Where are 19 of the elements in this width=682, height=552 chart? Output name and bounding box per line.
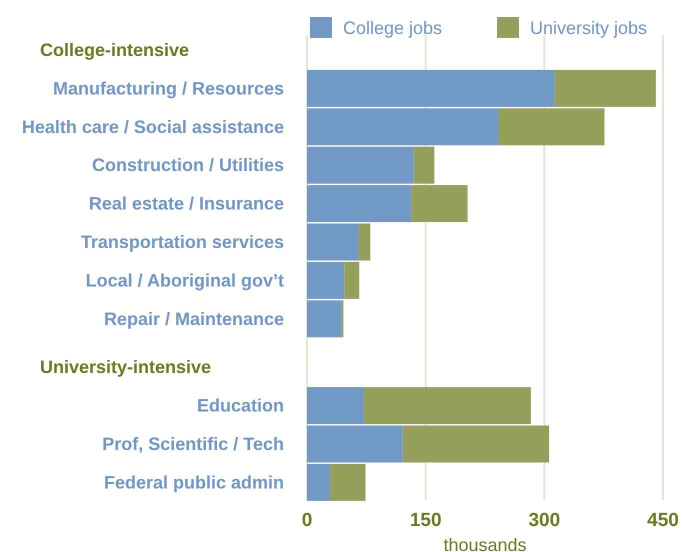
text: University-intensive (40, 357, 212, 378)
y-tick-label: Construction / Utilities (92, 155, 284, 176)
x-tick-label: 450 (647, 510, 679, 531)
x-tick-label: 150 (410, 510, 442, 531)
y-tick-label: Real estate / Insurance (88, 194, 284, 214)
y-tick-label: Transportation services (80, 232, 284, 252)
y-tick-label: Education (196, 396, 284, 416)
y-tick-label: Manufacturing / Resources (52, 78, 284, 98)
y-tick-label: Federal public admin (104, 472, 284, 492)
x-tick-label: 300 (528, 510, 560, 531)
y-tick-label: Prof, Scientific / Tech (102, 434, 284, 454)
legend-label: College jobs (343, 18, 442, 38)
text: College-intensive (40, 40, 190, 60)
x-tick-label: 0 (302, 510, 312, 531)
y-tick-label: Health care / Social assistance (22, 116, 284, 137)
y-tick-label: Local / Aboriginal gov’t (86, 270, 284, 290)
legend-label: University jobs (530, 18, 648, 38)
x-axis-title: thousands (443, 535, 527, 552)
y-tick-label: Repair / Maintenance (104, 308, 284, 329)
